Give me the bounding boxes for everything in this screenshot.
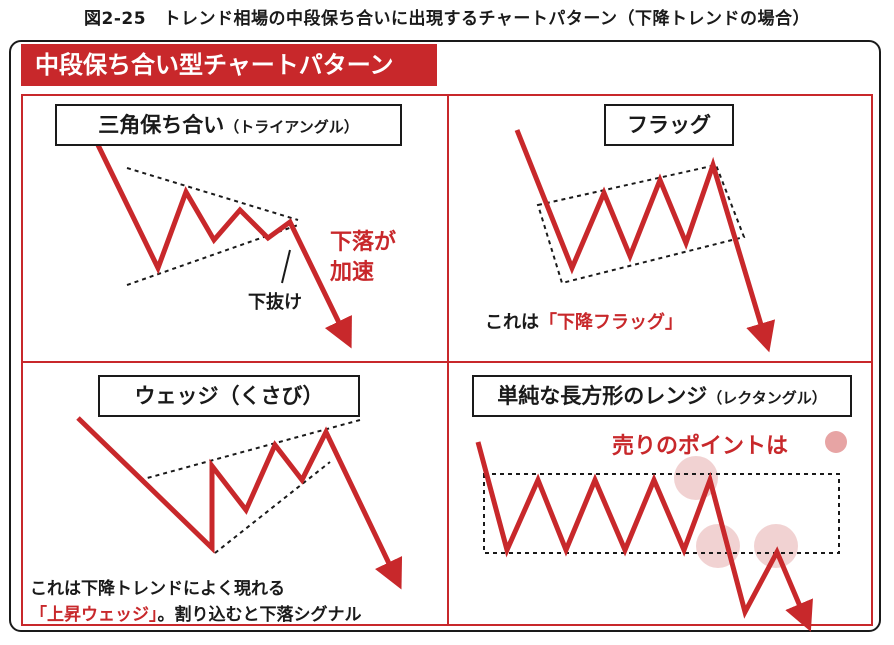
sell-point-circle [754,524,798,568]
flag-note-prefix: これは [485,312,539,333]
sell-point-legend-text: 売りのポイントは [612,434,789,459]
section-banner: 中段保ち合い型チャートパターン [21,44,437,86]
triangle-lower-trendline [126,224,299,286]
flag-price-line [514,129,776,353]
flag-pattern [514,129,776,353]
figure-title: 図2-25 トレンド相場の中段保ち合いに出現するチャートパターン（下降トレンドの… [83,9,811,29]
range-pattern [475,431,847,632]
breakout-pointer-line [281,249,291,284]
flag-note-highlight: 「下降フラッグ」 [539,312,683,333]
triangle-title: 三角保ち合い [98,113,225,137]
flag-title: フラッグ [627,113,711,137]
wedge-note-line1: これは下降トレンドによく現れる [30,579,285,599]
flag-title-box: フラッグ [604,104,734,146]
sell-point-legend-dot [825,431,847,453]
wedge-note-line2: 「上昇ウェッジ」。割り込むと下落シグナル [30,600,362,625]
flag-note: これは「下降フラッグ」 [485,308,683,334]
breakout-label: 下抜け [248,292,302,313]
wedge-price-line [76,416,403,590]
accelerate-callout-line2: 加速 [330,260,375,285]
range-price-line [475,441,813,632]
accelerate-callout-line1: 下落が [330,230,397,255]
wedge-lower-trendline [214,461,331,554]
range-title-sub: （レクタングル） [707,389,827,407]
triangle-upper-trendline [126,167,299,221]
triangle-title-box: 三角保ち合い（トライアングル） [55,104,402,146]
wedge-title: ウェッジ（くさび） [134,384,324,408]
triangle-pattern [95,143,352,349]
range-rectangle [483,473,840,554]
triangle-title-sub: （トライアングル） [224,118,359,136]
wedge-pattern [76,416,403,590]
range-title-box: 単純な長方形のレンジ（レクタングル） [472,375,852,417]
wedge-note-suffix: 。割り込むと下落シグナル [157,605,362,625]
wedge-note-highlight: 「上昇ウェッジ」 [30,605,158,625]
wedge-title-box: ウェッジ（くさび） [98,375,360,417]
wedge-upper-trendline [139,419,361,481]
flag-channel [536,163,746,285]
triangle-price-line [95,143,352,349]
range-title: 単純な長方形のレンジ [497,384,708,408]
grid-divider-vertical [447,94,449,626]
outer-frame [9,40,881,632]
